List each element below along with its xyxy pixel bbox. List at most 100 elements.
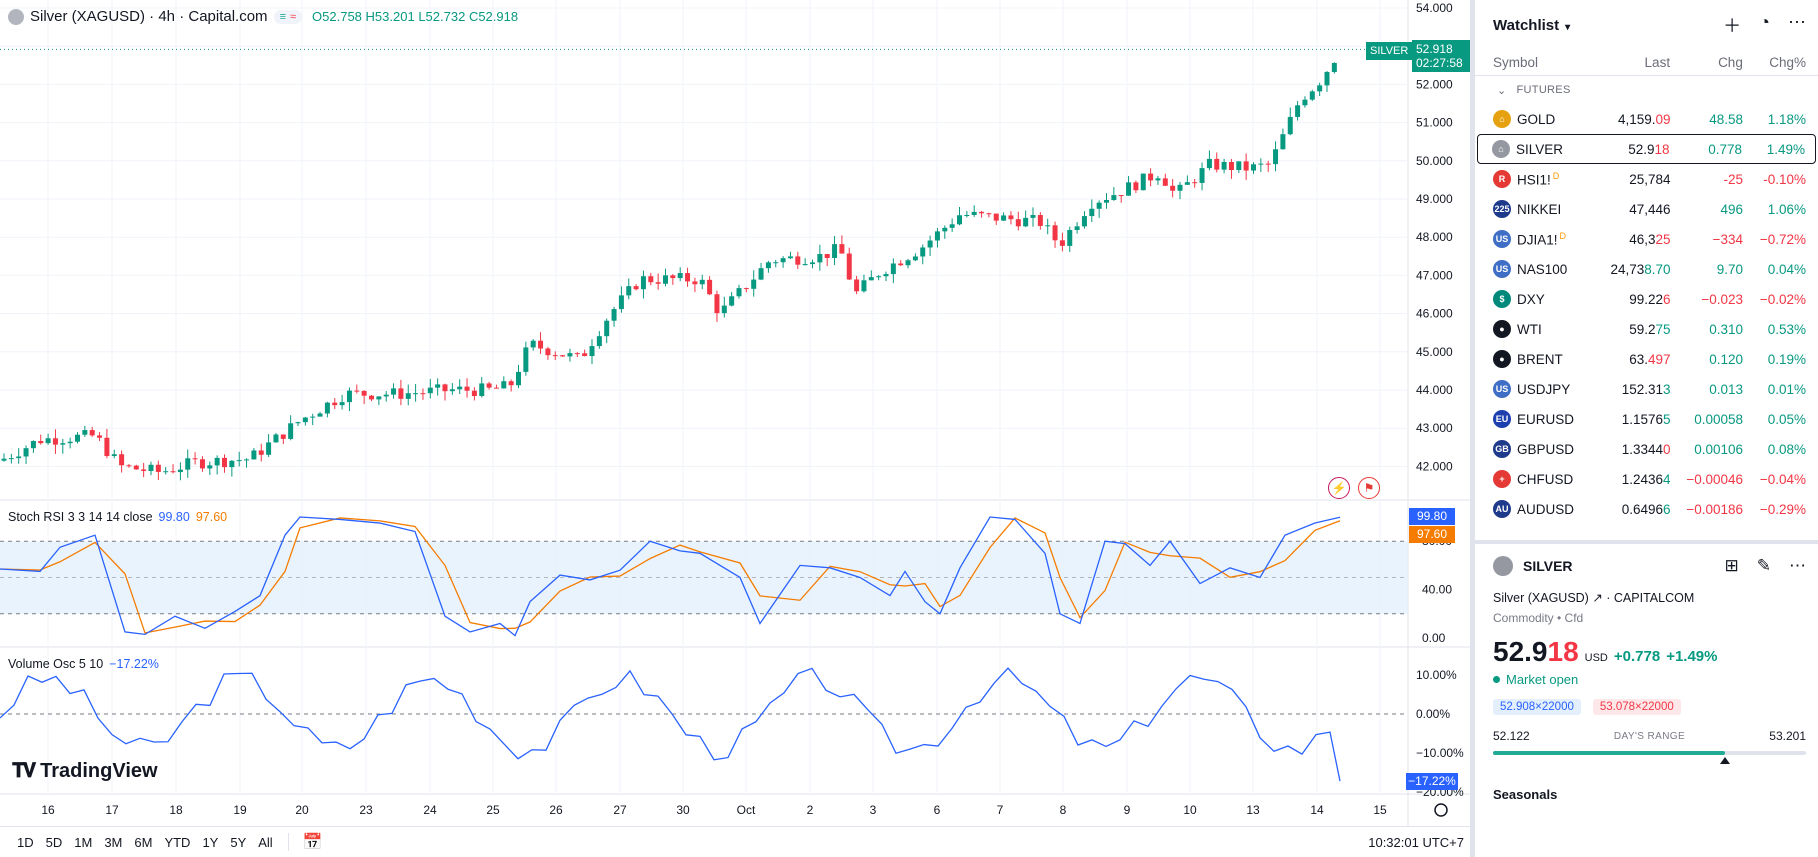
col-symbol[interactable]: Symbol <box>1493 55 1539 70</box>
watchlist-row-audusd[interactable]: AU AUDUSD 0.64966 −0.00186 −0.29% <box>1475 494 1818 524</box>
watchlist-row-gold[interactable]: ⌂ GOLD 4,159.09 48.58 1.18% <box>1475 104 1818 134</box>
details-name[interactable]: Silver (XAGUSD) ↗ · CAPITALCOM <box>1493 591 1695 605</box>
range-all[interactable]: All <box>258 834 273 850</box>
clock[interactable]: 10:32:01 UTC+7 <box>1368 834 1464 850</box>
watchlist-row-usdjpy[interactable]: US USDJPY 152.313 0.013 0.01% <box>1475 374 1818 404</box>
candle-body <box>354 390 360 392</box>
tradingview-logo[interactable]: 𝐓𝐕 TradingView <box>12 760 158 783</box>
watchlist-row-nikkei[interactable]: 225 NIKKEI 47,446 496 1.06% <box>1475 194 1818 224</box>
candle-body <box>60 443 66 445</box>
stoch-k-tag: 99.80 <box>1409 508 1455 525</box>
chart-canvas[interactable]: 16 17 18 19 20 23 24 25 26 27 30 Oct 2 3 6 7 8 9 10 13 14 155… <box>0 0 1470 826</box>
row-symbol: NIKKEI <box>1517 202 1589 217</box>
candle-body <box>133 465 139 470</box>
add-symbol-icon[interactable]: ＋ <box>1723 16 1742 36</box>
symbol-logo-icon: + <box>1493 470 1511 488</box>
candle-body <box>111 454 117 457</box>
candle-body <box>1045 225 1051 227</box>
us-flag-icon[interactable]: ⚑ <box>1358 477 1380 499</box>
range-5d[interactable]: 5D <box>45 834 63 850</box>
time-tick-label: 3 <box>870 803 877 817</box>
seasonals-title[interactable]: Seasonals <box>1493 787 1558 802</box>
candle-body <box>126 465 132 467</box>
row-last-main: 1.2436 <box>1621 471 1664 487</box>
row-chg: -25 <box>1723 171 1744 187</box>
range-3m[interactable]: 3M <box>104 834 123 850</box>
panel-divider[interactable] <box>1470 0 1475 857</box>
candle-body <box>795 256 801 265</box>
market-status: Market open <box>1475 672 1818 687</box>
candle-body <box>170 471 176 473</box>
watchlist-row-silver[interactable]: ⌂ SILVER 52.918 0.778 1.49% <box>1477 134 1816 164</box>
stoch-rsi-legend[interactable]: Stoch RSI 3 3 14 14 close 99.80 97.60 <box>8 510 227 524</box>
candle-body <box>1001 215 1007 221</box>
candle-body <box>1324 72 1330 86</box>
details-symbol[interactable]: SILVER <box>1523 558 1573 574</box>
stoch-axis-label: 0.00 <box>1422 631 1446 645</box>
watchlist-row-eurusd[interactable]: EU EURUSD 1.15765 0.00058 0.05% <box>1475 404 1818 434</box>
candle-body <box>993 213 999 221</box>
symbol-logo-icon: US <box>1493 230 1511 248</box>
row-chg-percent: −0.72% <box>1759 231 1806 247</box>
candle-body <box>817 254 823 263</box>
chart-area[interactable]: 16 17 18 19 20 23 24 25 26 27 30 Oct 2 3 6 7 8 9 10 13 14 15 5… <box>0 0 1470 857</box>
candle-body <box>927 240 933 248</box>
range-1y[interactable]: 1Y <box>202 834 219 850</box>
col-chg-percent[interactable]: Chg% <box>1769 55 1806 70</box>
range-ytd[interactable]: YTD <box>164 834 191 850</box>
watchlist-row-gbpusd[interactable]: GB GBPUSD 1.33440 0.00106 0.08% <box>1475 434 1818 464</box>
watchlist-row-djia1[interactable]: US DJIA1! D 46,325 −334 −0.72% <box>1475 224 1818 254</box>
range-1m[interactable]: 1M <box>74 834 93 850</box>
more-options-icon[interactable]: ⋯ <box>1788 12 1806 32</box>
col-last[interactable]: Last <box>1644 55 1671 70</box>
section-futures[interactable]: ⌄ FUTURES <box>1475 76 1818 104</box>
time-tick-label: 13 <box>1246 803 1260 817</box>
price-tick-label: 46.000 <box>1416 307 1453 321</box>
advanced-view-icon[interactable]: ◔ <box>1759 12 1770 32</box>
candle-body <box>266 442 272 455</box>
candle-body <box>1096 202 1102 209</box>
candle-body <box>75 434 80 442</box>
col-chg[interactable]: Chg <box>1718 55 1743 70</box>
price-tick-label: 45.000 <box>1416 345 1453 359</box>
volume-osc-legend[interactable]: Volume Osc 5 10 −17.22% <box>8 657 159 671</box>
range-6m[interactable]: 6M <box>134 834 153 850</box>
range-1d[interactable]: 1D <box>17 834 34 850</box>
legend-pill[interactable]: ≡ ≈ <box>273 9 303 24</box>
candle-body <box>1111 195 1117 200</box>
watchlist-columns: Symbol Last Chg Chg% <box>1475 50 1818 76</box>
time-tick-label: 30 <box>676 803 690 817</box>
watchlist-row-brent[interactable]: ● BRENT 63.497 0.120 0.19% <box>1475 344 1818 374</box>
candle-body <box>1273 149 1279 165</box>
watchlist-title[interactable]: Watchlist ▾ <box>1493 17 1570 34</box>
more-options-icon[interactable]: ⋯ <box>1789 556 1806 575</box>
grid-layout-icon[interactable]: ⊞ <box>1724 556 1739 575</box>
watchlist-row-chfusd[interactable]: + CHFUSD 1.24364 −0.00046 −0.04% <box>1475 464 1818 494</box>
candle-body <box>1 458 7 461</box>
candle-body <box>1170 185 1176 191</box>
watchlist-row-hsi1[interactable]: R HSI1! D 25,784 -25 -0.10% <box>1475 164 1818 194</box>
time-tick-label: 6 <box>934 803 941 817</box>
row-symbol-text: DJIA1! <box>1517 232 1558 248</box>
goto-date-icon[interactable]: 📅 <box>302 834 323 851</box>
candle-body <box>846 253 852 280</box>
lightning-icon[interactable]: ⚡ <box>1328 477 1350 499</box>
edit-icon[interactable]: ✎ <box>1756 556 1771 575</box>
watchlist-row-nas100[interactable]: US NAS100 24,738.70 9.70 0.04% <box>1475 254 1818 284</box>
candle-body <box>317 413 323 417</box>
settings-gear-icon[interactable] <box>1434 803 1448 817</box>
candle-body <box>30 441 36 449</box>
watchlist-row-dxy[interactable]: $ DXY 99.226 −0.023 −0.02% <box>1475 284 1818 314</box>
candle-body <box>1059 240 1065 246</box>
ohlc-low: L52.732 <box>418 9 466 24</box>
range-5y[interactable]: 5Y <box>230 834 247 850</box>
candle-body <box>97 435 103 438</box>
candle-body <box>1309 91 1315 100</box>
details-price-main: 52.9 <box>1493 636 1548 667</box>
row-last-main: 47,446 <box>1629 201 1671 217</box>
chart-title[interactable]: Silver (XAGUSD) · 4h · Capital.com <box>30 8 268 25</box>
range-fill <box>1493 751 1725 755</box>
candle-body <box>427 387 433 394</box>
time-tick-label: Oct <box>737 803 756 817</box>
watchlist-row-wti[interactable]: ● WTI 59.275 0.310 0.53% <box>1475 314 1818 344</box>
